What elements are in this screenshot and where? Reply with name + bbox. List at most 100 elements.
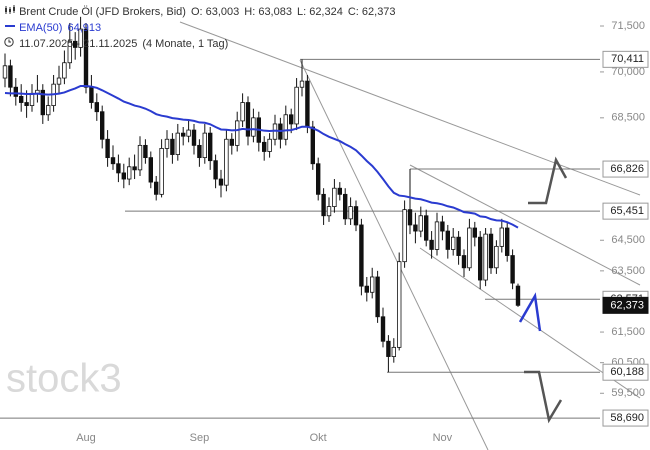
price-label: 66,826 <box>610 163 644 175</box>
candle-body <box>207 132 213 162</box>
candle-body <box>78 28 83 48</box>
candle-body <box>423 215 429 241</box>
candle-body <box>510 255 515 284</box>
candle-body <box>440 221 445 232</box>
candle-body <box>332 187 337 207</box>
candle-body <box>294 86 299 125</box>
candle-body <box>494 245 499 269</box>
candle-icon <box>5 5 15 14</box>
info: O: 63,003 <box>190 6 240 18</box>
candle-body <box>13 86 18 97</box>
candle-body <box>359 224 364 287</box>
price-label: 60,188 <box>610 366 644 378</box>
candle-body <box>364 285 369 293</box>
candle-body <box>450 236 456 250</box>
candle-body <box>116 163 121 174</box>
candle-body <box>213 160 218 180</box>
clock-icon <box>4 37 14 47</box>
ema-line <box>4 85 519 229</box>
candle-body <box>342 193 348 220</box>
price-box <box>602 296 649 314</box>
candle-body <box>56 77 62 85</box>
info: C: 62,373 <box>347 6 396 18</box>
candle-body <box>234 120 240 146</box>
candle-body <box>369 276 375 293</box>
candle-body <box>229 138 234 146</box>
info: L: 62,324 <box>296 6 343 18</box>
candle-body <box>407 209 413 226</box>
candle-body <box>127 166 132 180</box>
candle-body <box>175 132 180 155</box>
price-label: 62,373 <box>610 299 644 311</box>
candle-body <box>380 316 386 342</box>
range: (4 Monate, 1 Tag) <box>142 38 229 50</box>
candle-body <box>46 105 51 116</box>
candle-body <box>251 117 256 137</box>
candle-body <box>261 141 267 152</box>
header: Brent Crude Öl (JFD Brokers, Bid) O: 63,0… <box>4 4 401 52</box>
y-tick-label: 64,500 <box>611 234 645 246</box>
candle-body <box>283 114 288 140</box>
price-box <box>602 160 649 178</box>
candle-body <box>326 206 332 217</box>
candle-body <box>467 227 472 269</box>
x-tick-label: Sep <box>190 432 210 444</box>
trend-line <box>409 164 641 286</box>
price-box <box>602 409 649 427</box>
candle-body <box>40 89 45 116</box>
ema-swatch <box>5 25 15 27</box>
annotations <box>518 156 568 424</box>
candle-body <box>337 187 342 195</box>
candle-body <box>353 206 359 226</box>
y-tick-label: 68,500 <box>611 112 645 124</box>
price-label: 70,411 <box>611 53 644 65</box>
candle-body <box>456 236 461 256</box>
candle-body <box>402 209 407 263</box>
candle-body <box>267 138 272 152</box>
candle-body <box>94 102 99 113</box>
candle-body <box>483 233 488 281</box>
candle-body <box>2 65 8 79</box>
header-line: EMA(50) 64,913 <box>4 20 401 36</box>
candle-body <box>89 86 94 103</box>
candle-body <box>100 111 105 140</box>
candle-body <box>413 224 418 232</box>
candle-body <box>348 206 353 220</box>
candle-body <box>105 138 110 159</box>
candle-body <box>8 65 13 88</box>
candle-body <box>461 255 467 269</box>
candle-body <box>321 193 326 217</box>
y-tick-label: 70,000 <box>611 66 645 78</box>
candle-body <box>429 239 434 250</box>
candle-body <box>445 230 450 250</box>
legend-entry: EMA(50) <box>19 22 63 34</box>
watermark: stock3 <box>6 357 122 401</box>
blue-arrow <box>518 292 542 332</box>
candle-body <box>202 132 207 159</box>
candle-body <box>62 62 67 79</box>
candle-body <box>472 227 477 238</box>
candle-body <box>170 138 175 155</box>
candle-body <box>110 157 116 165</box>
x-tick-label: Okt <box>310 432 327 444</box>
candle-body <box>477 236 483 281</box>
candle-body <box>240 102 245 122</box>
candle-body <box>153 181 159 195</box>
title: Brent Crude Öl (JFD Brokers, Bid) <box>19 6 186 18</box>
candle-body <box>305 80 310 128</box>
candle-body <box>288 114 294 125</box>
candle-body <box>504 227 510 256</box>
candle-body <box>218 178 224 186</box>
candle-body <box>418 215 423 232</box>
period: 11.07.2025 - 21.11.2025 <box>19 38 138 50</box>
candle-body <box>224 138 229 186</box>
candle-body <box>315 163 321 195</box>
header-line: Brent Crude Öl (JFD Brokers, Bid) O: 63,0… <box>4 4 401 20</box>
candle-body <box>24 102 29 106</box>
candle-body <box>191 129 197 146</box>
candle-body <box>488 233 494 269</box>
down-arrow <box>524 370 563 424</box>
candle-body <box>299 80 305 88</box>
candle-body <box>245 102 251 137</box>
